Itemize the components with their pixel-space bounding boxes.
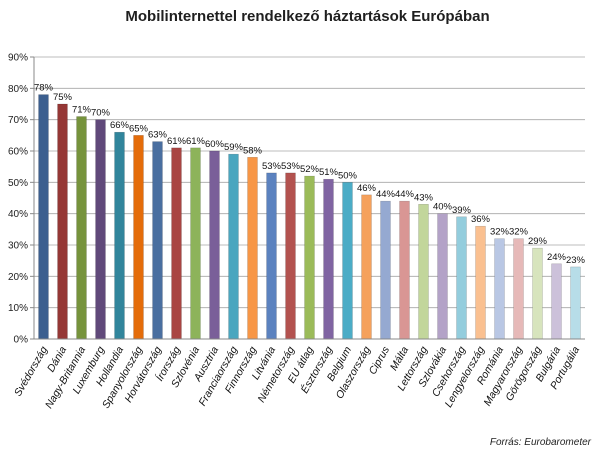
- bar: [228, 153, 239, 340]
- bar: [380, 200, 391, 340]
- bar: [342, 182, 353, 340]
- data-label: 71%: [72, 105, 92, 116]
- data-label: 44%: [395, 189, 415, 200]
- bar: [57, 103, 68, 340]
- data-label: 61%: [186, 136, 206, 147]
- data-label: 23%: [566, 255, 586, 266]
- data-label: 66%: [110, 120, 130, 131]
- bar: [437, 213, 448, 340]
- bar: [475, 225, 486, 340]
- bar: [285, 172, 296, 340]
- y-tick-label: 50%: [8, 178, 28, 189]
- data-labels: 78%75%71% 70%66% 65%63%61% 61% 60% 59% 58%53% 5…: [34, 83, 586, 266]
- bar: [513, 238, 524, 340]
- data-label: 63%: [148, 130, 168, 141]
- data-label: 29%: [528, 236, 548, 247]
- bar: [418, 204, 429, 340]
- bar: [266, 172, 277, 340]
- y-tick-label: 70%: [8, 115, 28, 126]
- data-label: 44%: [376, 189, 396, 200]
- data-label: 75%: [53, 92, 73, 103]
- bar: [304, 175, 315, 340]
- data-label: 65%: [129, 123, 149, 134]
- bar: [152, 141, 163, 340]
- data-label: 32%: [509, 227, 529, 238]
- x-axis-category-labels: SvédországDániaNagy-BritanniaLuxemburgHo…: [12, 344, 582, 411]
- y-tick-label: 20%: [8, 272, 28, 283]
- bar: [570, 266, 581, 340]
- data-label: 59%: [224, 142, 244, 153]
- chart-title: Mobilinternettel rendelkező háztartások …: [125, 8, 490, 25]
- bar: [494, 238, 505, 340]
- data-label: 60%: [205, 139, 225, 150]
- bar: [323, 178, 334, 340]
- bar: [95, 119, 106, 340]
- data-label: 32%: [490, 227, 510, 238]
- bar: [209, 150, 220, 340]
- data-label: 53%: [281, 161, 301, 172]
- data-label: 61%: [167, 136, 187, 147]
- y-tick-label: 30%: [8, 241, 28, 252]
- y-tick-label: 0%: [14, 335, 29, 346]
- data-label: 78%: [34, 83, 54, 94]
- bar: [456, 216, 467, 340]
- bar: [114, 131, 125, 340]
- category-label: Svédország: [12, 344, 50, 398]
- data-label: 43%: [414, 192, 434, 203]
- data-label: 70%: [91, 108, 111, 119]
- bar: [399, 200, 410, 340]
- y-tick-label: 90%: [8, 53, 28, 64]
- data-label: 46%: [357, 183, 377, 194]
- category-label: Ciprus: [367, 344, 393, 377]
- bar: [38, 94, 49, 340]
- bar: [361, 194, 372, 340]
- bar: [190, 147, 201, 340]
- bar: [76, 116, 87, 340]
- data-label: 36%: [471, 214, 491, 225]
- source-note: Forrás: Eurobarometer: [489, 437, 591, 448]
- y-tick-label: 40%: [8, 209, 28, 220]
- y-axis-ticks: 0% 10% 20% 30% 40% 50% 60% 70% 80% 90%: [8, 53, 34, 346]
- bar: [551, 263, 562, 340]
- bar: [171, 147, 182, 340]
- data-label: 39%: [452, 205, 472, 216]
- bar: [247, 157, 258, 340]
- data-label: 58%: [243, 145, 263, 156]
- y-tick-label: 60%: [8, 147, 28, 158]
- y-tick-label: 10%: [8, 303, 28, 314]
- bar: [133, 135, 144, 340]
- data-label: 24%: [547, 252, 567, 263]
- data-label: 53%: [262, 161, 282, 172]
- bar: [532, 247, 543, 340]
- bars: [38, 94, 581, 340]
- data-label: 40%: [433, 202, 453, 213]
- data-label: 50%: [338, 170, 358, 181]
- data-label: 51%: [319, 167, 339, 178]
- data-label: 52%: [300, 164, 320, 175]
- y-tick-label: 80%: [8, 84, 28, 95]
